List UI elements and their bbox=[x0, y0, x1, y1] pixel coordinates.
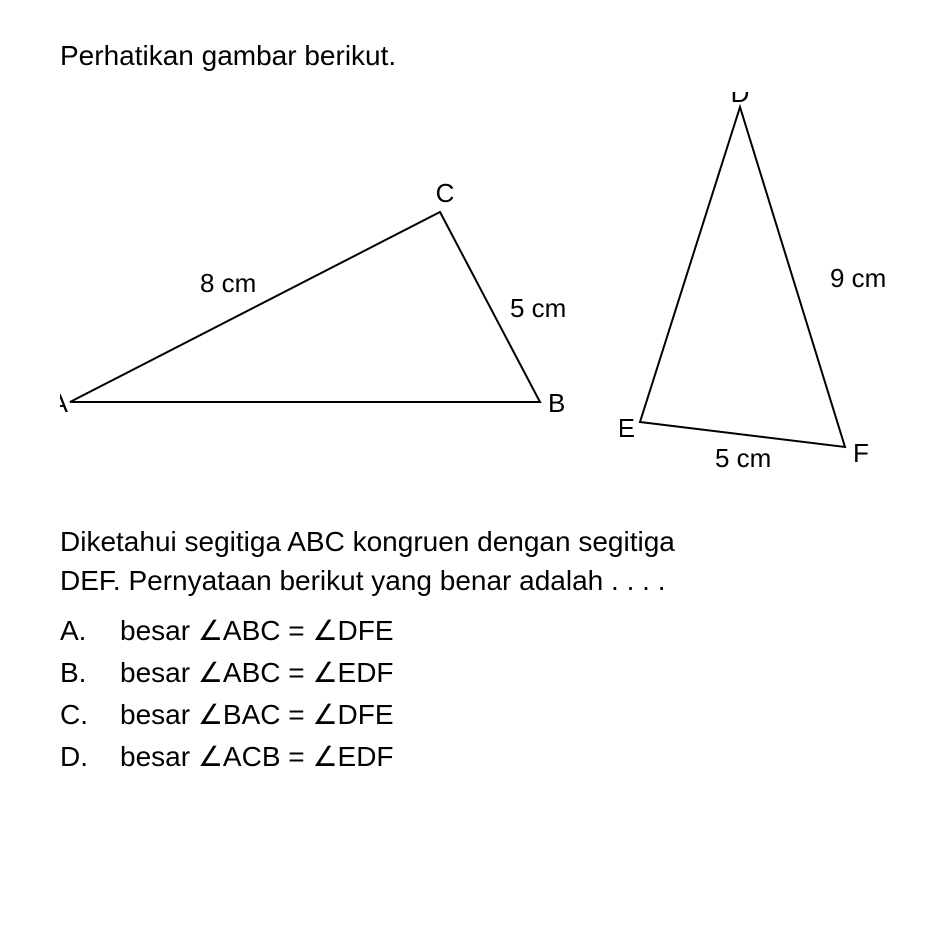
option-a-angle1: ∠ABC bbox=[198, 615, 281, 646]
vertex-a-label: A bbox=[60, 388, 69, 418]
option-a: A. besar ∠ABC = ∠DFE bbox=[60, 610, 881, 652]
option-d-prefix: besar bbox=[120, 741, 198, 772]
triangle-abc-shape bbox=[70, 212, 540, 402]
vertex-c-label: C bbox=[436, 182, 455, 208]
triangle-def-svg: D E F 9 cm 5 cm bbox=[620, 92, 920, 492]
option-b-angle1: ∠ABC bbox=[198, 657, 281, 688]
option-c: C. besar ∠BAC = ∠DFE bbox=[60, 694, 881, 736]
side-bc-label: 5 cm bbox=[510, 293, 566, 323]
option-b-letter: B. bbox=[60, 652, 100, 694]
question-line1: Diketahui segitiga ABC kongruen dengan s… bbox=[60, 526, 675, 557]
option-b-text: besar ∠ABC = ∠EDF bbox=[120, 652, 394, 694]
option-a-eq: = bbox=[281, 615, 313, 646]
question-line2: DEF. Pernyataan berikut yang benar adala… bbox=[60, 565, 665, 596]
option-a-text: besar ∠ABC = ∠DFE bbox=[120, 610, 394, 652]
option-b-eq: = bbox=[281, 657, 313, 688]
vertex-b-label: B bbox=[548, 388, 565, 418]
triangle-def: D E F 9 cm 5 cm bbox=[620, 92, 920, 497]
option-b-angle2: ∠EDF bbox=[312, 657, 393, 688]
option-d-eq: = bbox=[281, 741, 313, 772]
option-d: D. besar ∠ACB = ∠EDF bbox=[60, 736, 881, 778]
option-c-angle2: ∠DFE bbox=[312, 699, 393, 730]
vertex-f-label: F bbox=[853, 438, 869, 468]
option-d-text: besar ∠ACB = ∠EDF bbox=[120, 736, 394, 778]
side-ac-label: 8 cm bbox=[200, 268, 256, 298]
vertex-e-label: E bbox=[620, 413, 635, 443]
option-d-letter: D. bbox=[60, 736, 100, 778]
side-df-label: 9 cm bbox=[830, 263, 886, 293]
side-ef-label: 5 cm bbox=[715, 443, 771, 473]
question-text: Diketahui segitiga ABC kongruen dengan s… bbox=[60, 522, 881, 600]
triangle-def-shape bbox=[640, 107, 845, 447]
option-c-prefix: besar bbox=[120, 699, 198, 730]
option-b: B. besar ∠ABC = ∠EDF bbox=[60, 652, 881, 694]
option-a-prefix: besar bbox=[120, 615, 198, 646]
diagrams-container: A B C 8 cm 5 cm D E F 9 cm 5 cm bbox=[60, 92, 881, 492]
option-c-text: besar ∠BAC = ∠DFE bbox=[120, 694, 394, 736]
instruction-text: Perhatikan gambar berikut. bbox=[60, 40, 881, 72]
triangle-abc-svg: A B C 8 cm 5 cm bbox=[60, 182, 600, 442]
option-a-letter: A. bbox=[60, 610, 100, 652]
option-b-prefix: besar bbox=[120, 657, 198, 688]
option-a-angle2: ∠DFE bbox=[312, 615, 393, 646]
option-d-angle2: ∠EDF bbox=[312, 741, 393, 772]
option-c-letter: C. bbox=[60, 694, 100, 736]
vertex-d-label: D bbox=[731, 92, 750, 108]
option-c-angle1: ∠BAC bbox=[198, 699, 281, 730]
triangle-abc: A B C 8 cm 5 cm bbox=[60, 182, 600, 447]
options-list: A. besar ∠ABC = ∠DFE B. besar ∠ABC = ∠ED… bbox=[60, 610, 881, 778]
option-d-angle1: ∠ACB bbox=[198, 741, 281, 772]
option-c-eq: = bbox=[281, 699, 313, 730]
